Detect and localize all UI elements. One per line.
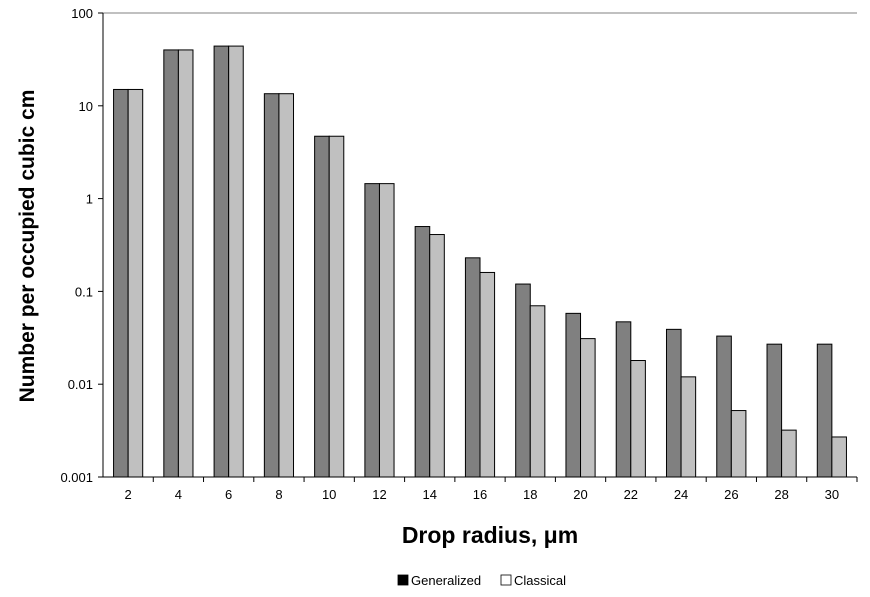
- bar-generalized-22: [615, 321, 632, 478]
- bar-classical-12: [378, 183, 395, 478]
- bar-generalized-12: [364, 183, 380, 478]
- bar-generalized-30: [816, 343, 833, 478]
- x-tick-label: 6: [225, 487, 232, 502]
- bar-generalized-4: [163, 49, 179, 478]
- x-tick-label: 28: [774, 487, 788, 502]
- y-tick-label: 0.1: [75, 284, 93, 299]
- bar-generalized-26: [716, 335, 732, 478]
- bar-generalized-20: [565, 312, 582, 478]
- bar-classical-28: [781, 429, 797, 478]
- bar-generalized-6: [213, 45, 230, 478]
- axes: [102, 13, 857, 478]
- y-tick-label: 0.01: [68, 377, 93, 392]
- bar-classical-14: [429, 234, 445, 478]
- x-tick-label: 30: [825, 487, 839, 502]
- x-tick-label: 20: [573, 487, 587, 502]
- bar-classical-10: [328, 135, 345, 478]
- bar-classical-18: [529, 305, 546, 478]
- bar-classical-30: [831, 436, 847, 478]
- legend-label-generalized: Generalized: [411, 573, 481, 588]
- x-tick-label: 8: [275, 487, 282, 502]
- bar-classical-2: [127, 88, 144, 478]
- x-tick-label: 22: [624, 487, 638, 502]
- y-axis-label: Number per occupied cubic cm: [16, 90, 39, 403]
- x-tick-label: 14: [422, 487, 436, 502]
- y-tick-label: 10: [79, 99, 93, 114]
- bar-classical-16: [479, 271, 496, 478]
- bar-classical-4: [177, 49, 194, 478]
- bar-generalized-28: [766, 343, 783, 478]
- bar-classical-20: [580, 338, 596, 478]
- bar-classical-22: [630, 360, 646, 478]
- bar-classical-24: [680, 376, 697, 478]
- legend-swatch-generalized: [397, 574, 409, 586]
- bar-classical-26: [730, 410, 747, 478]
- y-ticks: 0.001 0.01 0.1 1 10 100: [60, 6, 103, 485]
- x-tick-label: 18: [523, 487, 537, 502]
- x-ticks: 2 4 6 8 10 12 14 16 18 20 22 24 26 28 30: [125, 477, 858, 502]
- x-axis-label: Drop radius, μm: [402, 522, 578, 548]
- x-tick-label: 24: [674, 487, 688, 502]
- x-tick-label: 10: [322, 487, 336, 502]
- x-tick-label: 12: [372, 487, 386, 502]
- bar-generalized-16: [464, 257, 481, 478]
- bars: [113, 45, 847, 478]
- bar-generalized-14: [414, 226, 431, 478]
- y-tick-label: 1: [86, 192, 93, 207]
- x-tick-label: 26: [724, 487, 738, 502]
- legend-swatch-classical: [500, 574, 512, 586]
- x-tick-label: 16: [473, 487, 487, 502]
- bar-generalized-8: [263, 93, 280, 478]
- bar-classical-8: [278, 93, 295, 478]
- bar-generalized-24: [665, 328, 682, 478]
- x-tick-label: 2: [125, 487, 132, 502]
- bar-classical-6: [228, 45, 244, 478]
- x-tick-label: 4: [175, 487, 182, 502]
- bar-generalized-2: [113, 88, 129, 478]
- legend: Generalized Classical: [397, 573, 566, 588]
- y-tick-label: 100: [71, 6, 93, 21]
- legend-label-classical: Classical: [514, 573, 566, 588]
- bar-generalized-10: [314, 135, 330, 478]
- y-tick-label: 0.001: [60, 470, 93, 485]
- bar-generalized-18: [515, 283, 531, 478]
